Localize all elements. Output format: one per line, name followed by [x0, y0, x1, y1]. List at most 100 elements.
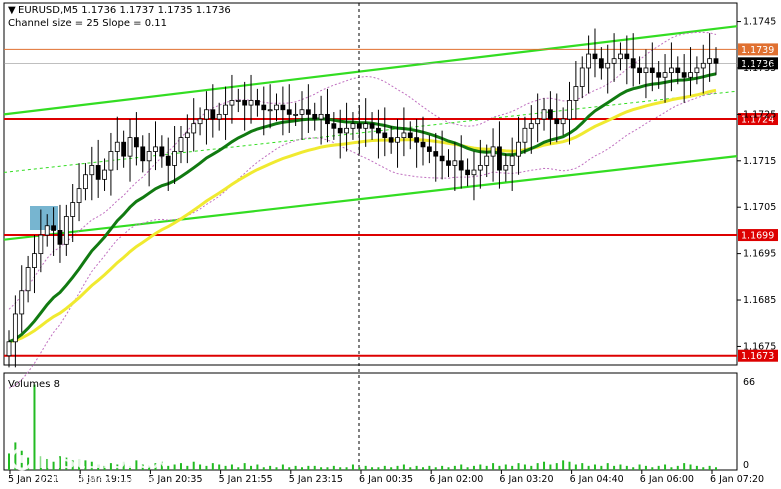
volume-max-label: 66 — [743, 377, 755, 388]
candle-body — [286, 109, 292, 115]
candle-body — [229, 100, 235, 106]
candle-body — [331, 123, 337, 129]
candle-body — [586, 53, 592, 69]
fast-moving-average-line — [8, 72, 717, 344]
candle-body — [637, 67, 642, 74]
candle-body — [426, 146, 432, 152]
candle-body — [280, 104, 286, 111]
candle-body — [89, 165, 95, 176]
candle-body — [159, 146, 165, 157]
candle-body — [318, 113, 324, 120]
candle-body — [535, 118, 541, 125]
candle-body — [624, 53, 630, 60]
candle-body — [420, 141, 426, 148]
candle-body — [656, 72, 662, 78]
current-price-label: 1.1736 — [741, 59, 774, 70]
candle-body — [694, 67, 700, 74]
candle-body — [102, 169, 107, 180]
candle-body — [528, 123, 534, 129]
level-label-1.1724: 1.1724 — [741, 115, 774, 126]
candle-body — [452, 160, 458, 166]
candle-body — [497, 146, 502, 171]
candle-body — [643, 67, 649, 74]
watermark-tagline: Instant Forex Trading — [38, 473, 154, 486]
price-tick-label: 1.1735 — [743, 63, 776, 74]
price-tick-label: 1.1685 — [743, 295, 776, 306]
candle-body — [446, 160, 451, 166]
candle-body — [255, 100, 260, 106]
candle-body — [675, 67, 681, 74]
collapse-icon[interactable]: ▼ — [8, 5, 16, 16]
watermark-brand: instaforex — [38, 445, 167, 475]
candle-body — [363, 123, 369, 129]
channel-lower-line — [3, 155, 738, 241]
candle-body — [165, 155, 171, 166]
candle-body — [700, 62, 706, 69]
price-tick-label: 1.1675 — [743, 341, 776, 352]
time-tick-label: 6 Jan 03:20 — [499, 474, 553, 485]
candle-body — [204, 109, 209, 120]
channel-upper-line — [3, 25, 738, 116]
symbol-line: EURUSD,M5 1.1736 1.1737 1.1735 1.1736 — [18, 5, 231, 16]
candle-body — [382, 132, 388, 138]
candle-body — [516, 141, 521, 157]
time-tick-label: 6 Jan 06:00 — [640, 474, 694, 485]
candle-body — [312, 113, 318, 120]
candle-body — [127, 137, 133, 157]
level-label-1.1699: 1.1699 — [741, 231, 774, 242]
candle-body — [611, 58, 617, 64]
candle-body — [567, 100, 572, 120]
candle-body — [153, 146, 158, 152]
candle-body — [471, 169, 477, 176]
level-tag-1.1673 — [738, 349, 778, 362]
candle-body — [395, 137, 400, 143]
current-price-tag — [738, 57, 778, 70]
candle-body — [76, 188, 82, 203]
candle-body — [707, 58, 713, 64]
candle-body — [172, 151, 178, 166]
candle-body — [57, 230, 63, 245]
candle-body — [554, 118, 560, 125]
candle-body — [38, 234, 44, 255]
candle-body — [490, 146, 496, 157]
candle-body — [44, 225, 50, 236]
candle-body — [267, 109, 273, 112]
price-tick-label: 1.1745 — [743, 17, 776, 28]
time-tick-label: 6 Jan 04:40 — [570, 474, 624, 485]
candle-body — [592, 53, 598, 60]
price-tick-label: 1.1715 — [743, 156, 776, 167]
candle-body — [484, 155, 490, 166]
volume-label: Volumes 8 — [8, 379, 60, 390]
instaforex-logo: instaforex Instant Forex Trading — [10, 445, 167, 486]
upper-band-line — [8, 31, 717, 310]
candle-body — [223, 104, 228, 115]
candle-body — [299, 109, 305, 115]
candle-body — [95, 165, 101, 180]
time-tick-label: 5 Jan 21:55 — [219, 474, 273, 485]
candle-body — [605, 62, 611, 69]
candle-body — [12, 313, 18, 343]
candle-body — [242, 100, 248, 106]
time-tick-label: 5 Jan 2021 — [8, 474, 59, 485]
candle-body — [681, 72, 687, 78]
time-tick-label: 6 Jan 07:20 — [710, 474, 764, 485]
level-label-1.1739: 1.1739 — [741, 45, 774, 56]
candle-body — [407, 132, 413, 138]
candle-body — [19, 290, 25, 315]
candle-body — [305, 109, 311, 115]
candle-body — [210, 109, 216, 120]
candle-body — [579, 67, 585, 87]
candle-body — [121, 141, 127, 157]
time-tick-label: 5 Jan 19:15 — [78, 474, 132, 485]
candle-body — [344, 127, 349, 134]
candle-body — [25, 267, 31, 292]
price-tick-label: 1.1725 — [743, 109, 776, 120]
level-tag-1.1739 — [738, 43, 778, 56]
candle-body — [669, 67, 674, 74]
candle-body — [509, 155, 515, 166]
candle-body — [325, 113, 330, 125]
time-tick-label: 6 Jan 00:35 — [359, 474, 413, 485]
candle-body — [369, 123, 375, 129]
candle-body — [350, 123, 356, 129]
lower-band-line — [8, 92, 717, 389]
